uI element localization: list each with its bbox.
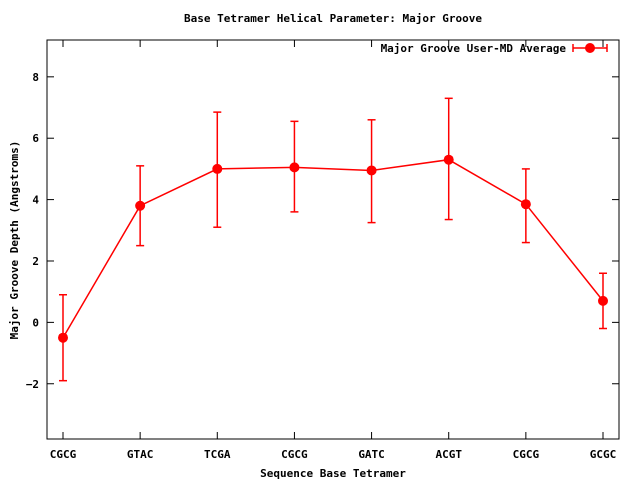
x-tick-label: CGCG	[50, 448, 77, 461]
chart-title: Base Tetramer Helical Parameter: Major G…	[184, 12, 482, 25]
data-point	[289, 162, 300, 173]
x-tick-label: GATC	[358, 448, 385, 461]
data-point	[443, 154, 454, 165]
legend-marker	[585, 43, 595, 53]
y-tick-label: −2	[26, 378, 39, 391]
plot-frame	[46, 39, 620, 440]
data-point	[135, 200, 146, 211]
x-tick-label: TCGA	[204, 448, 231, 461]
y-tick-label: 4	[32, 194, 39, 207]
series-group	[58, 97, 608, 382]
x-tick-label: GTAC	[127, 448, 154, 461]
y-axis-label: Major Groove Depth (Angstroms)	[8, 141, 21, 340]
data-point	[58, 332, 68, 343]
legend: Major Groove User-MD Average	[381, 42, 608, 55]
data-point	[520, 199, 531, 210]
x-axis-label: Sequence Base Tetramer	[260, 467, 406, 480]
x-tick-label: CGCG	[281, 448, 308, 461]
x-tick-label: GCGC	[590, 448, 617, 461]
y-axis: −2 0 2 4 6 8	[26, 71, 619, 391]
x-tick-label: CGCG	[513, 448, 540, 461]
y-tick-label: 0	[32, 316, 39, 329]
legend-label: Major Groove User-MD Average	[381, 42, 567, 55]
x-axis: CGCG GTAC TCGA CGCG GATC ACGT CGCG GCGC	[50, 40, 617, 461]
y-tick-label: 2	[32, 255, 39, 268]
series-line	[62, 158, 604, 339]
y-tick-label: 8	[32, 71, 39, 84]
x-tick-label: ACGT	[435, 448, 462, 461]
data-point	[212, 163, 223, 174]
data-point	[598, 295, 608, 306]
y-tick-label: 6	[32, 132, 39, 145]
data-point	[366, 165, 377, 176]
